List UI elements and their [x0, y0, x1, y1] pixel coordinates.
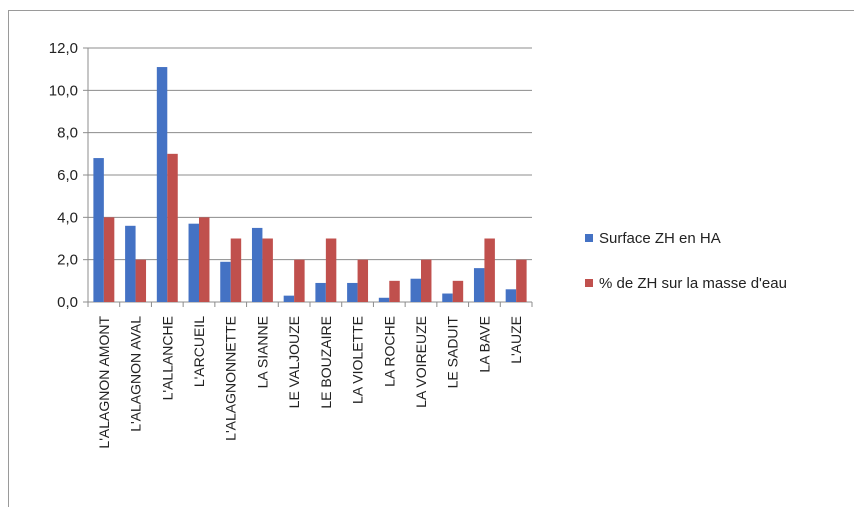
bar-percent: [262, 238, 273, 302]
bar-percent: [389, 280, 400, 302]
x-tick-label: LE VALJOUZE: [286, 316, 302, 408]
bar-surface: [283, 295, 295, 302]
bar-surface: [347, 282, 358, 302]
legend-label: Surface ZH en HA: [599, 230, 721, 247]
x-tick-label: L'ALAGNON AVAL: [128, 316, 144, 432]
bar-surface: [188, 223, 199, 302]
y-tick-label: 0,0: [57, 294, 78, 311]
bar-percent: [484, 238, 495, 302]
x-tick-label: LA ROCHE: [381, 316, 397, 387]
x-tick-label: LE SADUIT: [445, 316, 461, 389]
bar-surface: [505, 289, 517, 302]
x-tick-label: L'ALAGNONNETTE: [223, 316, 239, 441]
y-tick-label: 2,0: [57, 252, 78, 269]
bar-percent: [199, 217, 210, 302]
bar-percent: [421, 259, 432, 302]
bar-percent: [294, 259, 305, 302]
bar-surface: [220, 261, 231, 302]
x-tick-label: LA BAVE: [476, 316, 492, 373]
bar-surface: [315, 282, 326, 302]
x-tick-label: L'ARCUEIL: [191, 316, 207, 387]
bar-percent: [135, 259, 147, 302]
bar-surface: [442, 293, 453, 302]
x-tick-label: L'ALLANCHE: [159, 316, 175, 400]
y-tick-label: 8,0: [57, 125, 78, 142]
chart-frame: [8, 10, 854, 507]
bar-percent: [516, 259, 527, 302]
x-tick-label: L'AUZE: [508, 316, 524, 364]
x-tick-label: L'ALAGNON AMONT: [96, 316, 112, 449]
x-tick-label: LA VOIREUZE: [413, 316, 429, 408]
x-tick-label: LA SIANNE: [254, 316, 270, 388]
bar-surface: [251, 227, 263, 302]
bar-percent: [103, 217, 115, 302]
y-tick-label: 10,0: [49, 82, 78, 99]
legend-label: % de ZH sur la masse d'eau: [599, 275, 787, 292]
bar-surface: [410, 278, 421, 302]
bar-percent: [452, 280, 464, 302]
y-tick-label: 12,0: [49, 40, 78, 57]
y-tick-label: 6,0: [57, 167, 78, 184]
bar-percent: [167, 153, 178, 302]
bar-percent: [357, 259, 369, 302]
legend-swatch: [585, 279, 593, 287]
bar-surface: [156, 67, 168, 302]
bar-percent: [325, 238, 337, 302]
bar-percent: [230, 238, 242, 302]
x-tick-label: LE BOUZAIRE: [318, 316, 334, 409]
y-tick-label: 4,0: [57, 209, 78, 226]
bar-surface: [125, 225, 136, 302]
bar-surface: [93, 158, 104, 302]
x-tick-label: LA VIOLETTE: [350, 316, 366, 404]
bar-surface: [378, 297, 390, 302]
bar-surface: [473, 268, 485, 302]
legend-swatch: [585, 234, 593, 242]
